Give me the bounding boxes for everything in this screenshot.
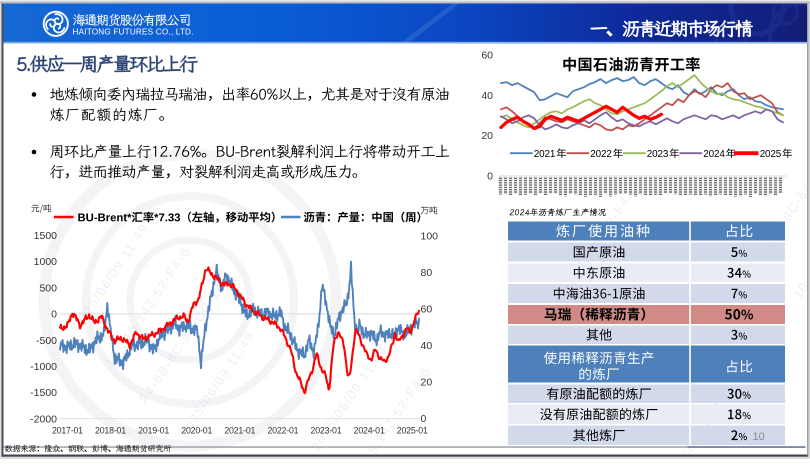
svg-text:10: 10 <box>753 431 765 443</box>
svg-text:2022: 2022 <box>590 149 611 160</box>
svg-text:HAITONG FUTURES CO., LTD.: HAITONG FUTURES CO., LTD. <box>73 27 194 36</box>
svg-text:-2000: -2000 <box>30 413 57 425</box>
svg-text:2022-01: 2022-01 <box>267 426 298 436</box>
svg-text:80: 80 <box>421 267 433 279</box>
svg-text:-500: -500 <box>36 335 57 347</box>
svg-text:2018-01: 2018-01 <box>95 426 126 436</box>
svg-text:100: 100 <box>421 231 439 243</box>
svg-text:20: 20 <box>421 377 433 389</box>
svg-text:40: 40 <box>421 340 433 352</box>
svg-text:500: 500 <box>39 282 57 294</box>
svg-text:0: 0 <box>421 413 427 425</box>
svg-text:0: 0 <box>487 170 493 182</box>
svg-text:0: 0 <box>51 309 57 321</box>
svg-text:40: 40 <box>481 90 493 102</box>
svg-text:1000: 1000 <box>34 256 58 268</box>
svg-text:20: 20 <box>481 130 493 142</box>
svg-text:2017-01: 2017-01 <box>52 426 83 436</box>
svg-text:2024-01: 2024-01 <box>354 426 385 436</box>
svg-text:-1500: -1500 <box>30 387 57 399</box>
svg-text:2023: 2023 <box>647 149 669 160</box>
svg-text:2025: 2025 <box>760 149 782 160</box>
svg-text:2025-01: 2025-01 <box>397 426 428 436</box>
svg-text:2019-01: 2019-01 <box>138 426 169 436</box>
svg-text:-1000: -1000 <box>30 361 57 373</box>
svg-text:2024: 2024 <box>703 149 725 160</box>
svg-text:60: 60 <box>481 50 493 62</box>
svg-text:1500: 1500 <box>34 230 58 242</box>
svg-text:2020-01: 2020-01 <box>181 426 212 436</box>
svg-text:60: 60 <box>421 304 433 316</box>
svg-text:2021-01: 2021-01 <box>224 426 255 436</box>
svg-text:2023-01: 2023-01 <box>311 426 342 436</box>
svg-text:2021: 2021 <box>534 149 556 160</box>
